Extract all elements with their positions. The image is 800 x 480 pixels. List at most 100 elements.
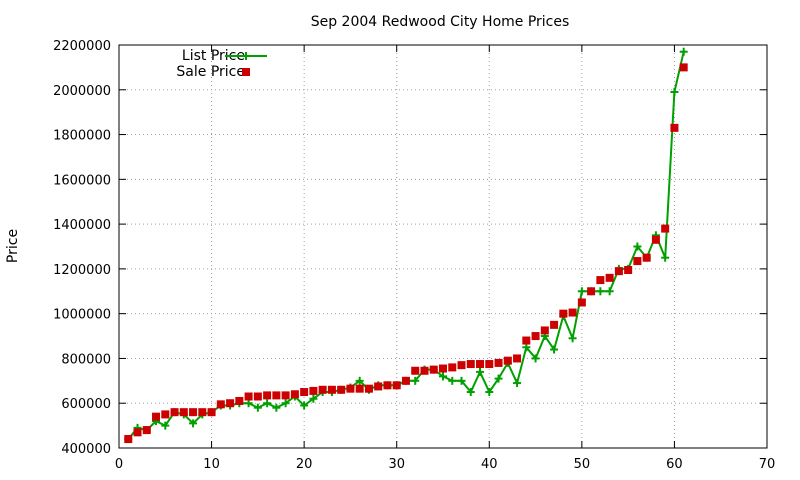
sale-price-point — [216, 400, 225, 409]
sale-price-point — [179, 408, 188, 417]
sale-price-point — [633, 257, 642, 266]
list-price-point — [309, 394, 318, 403]
sale-price-point — [513, 354, 522, 363]
sale-price-point — [337, 385, 346, 394]
sale-price-point — [596, 276, 605, 285]
sale-price-point — [587, 287, 596, 296]
sale-price-point — [346, 384, 355, 393]
list-price-point — [531, 354, 540, 363]
sale-price-point — [614, 267, 623, 276]
y-tick-label: 1000000 — [53, 308, 111, 323]
sale-price-point — [189, 408, 198, 417]
list-price-point — [494, 374, 503, 383]
sale-price-point — [161, 410, 170, 419]
sale-price-point — [198, 408, 207, 417]
sale-price-point — [568, 308, 577, 317]
list-price-point — [300, 401, 309, 410]
list-price-point — [605, 287, 614, 296]
sale-price-point — [318, 385, 327, 394]
sale-price-point — [272, 391, 281, 400]
y-tick-label: 1200000 — [53, 263, 111, 278]
y-axis-label: Price — [5, 229, 21, 263]
sale-price-point — [651, 235, 660, 244]
series — [124, 47, 688, 444]
sale-price-point — [457, 361, 466, 370]
sale-price-point — [281, 391, 290, 400]
legend-marker-sale-price — [242, 68, 250, 76]
x-tick-label: 60 — [666, 457, 683, 472]
list-price-point — [476, 367, 485, 376]
sale-price-point — [401, 376, 410, 385]
sale-price-point — [235, 396, 244, 405]
sale-price-point — [466, 360, 475, 369]
sale-price-point — [374, 382, 383, 391]
sale-price-point — [577, 298, 586, 307]
list-price-point — [448, 376, 457, 385]
sale-price-point — [429, 365, 438, 374]
list-price-point — [485, 388, 494, 397]
sale-price-point — [559, 309, 568, 318]
y-tick-label: 400000 — [61, 442, 111, 457]
y-tick-label: 800000 — [61, 352, 111, 367]
sale-price-point — [170, 408, 179, 417]
x-tick-label: 10 — [203, 457, 220, 472]
sale-price-point — [253, 392, 262, 401]
list-price-point — [568, 334, 577, 343]
sale-price-point — [670, 123, 679, 132]
sale-price-point — [364, 384, 373, 393]
sale-price-point — [327, 385, 336, 394]
sale-price-point — [355, 384, 364, 393]
sale-price-point — [485, 360, 494, 369]
list-price-point — [263, 399, 272, 408]
sale-price-point — [290, 390, 299, 399]
sale-price-point — [494, 358, 503, 367]
list-price-point — [577, 287, 586, 296]
list-price-point — [661, 253, 670, 262]
sale-price-point — [550, 320, 559, 329]
sale-price-point — [605, 273, 614, 282]
sale-price-point — [207, 408, 216, 417]
sale-price-point — [142, 426, 151, 435]
list-price-point — [550, 345, 559, 354]
sale-price-point — [661, 224, 670, 233]
sale-price-point — [476, 360, 485, 369]
x-tick-label: 70 — [759, 457, 776, 472]
list-price-point — [439, 372, 447, 381]
sale-price-point — [531, 332, 540, 341]
list-price-point — [161, 421, 170, 430]
sale-price-point — [448, 363, 457, 372]
list-price-point — [253, 403, 262, 412]
sale-price-point — [263, 391, 272, 400]
y-tick-label: 2000000 — [53, 84, 111, 99]
list-price-point — [411, 376, 420, 385]
list-price-point — [244, 399, 253, 408]
sale-price-point — [309, 386, 318, 395]
list-price-point — [242, 52, 250, 60]
list-price-point — [679, 47, 688, 56]
list-price-point — [281, 399, 290, 408]
sale-price-point — [420, 366, 429, 375]
y-tick-label: 600000 — [61, 397, 111, 412]
sale-price-point — [244, 392, 253, 401]
sale-price-point — [411, 366, 420, 375]
legend-label-list-price: List Price — [182, 48, 245, 64]
y-tick-label: 2200000 — [53, 39, 111, 54]
sale-price-point — [392, 381, 401, 390]
list-price-point — [355, 376, 364, 385]
sale-price-point — [300, 388, 309, 397]
list-price-point — [633, 242, 642, 251]
sale-price-point — [226, 399, 235, 408]
y-tick-label: 1400000 — [53, 218, 111, 233]
sale-price-point — [152, 412, 161, 421]
x-tick-label: 30 — [388, 457, 405, 472]
axis-ticks: 0 10 20 30 40 50 60 70 400000 600000 800000 1000000… — [53, 39, 775, 472]
list-price-point — [272, 403, 281, 412]
list-price-point — [457, 376, 466, 385]
sale-price-point — [383, 381, 392, 390]
y-tick-label: 1800000 — [53, 129, 111, 144]
chart-title: Sep 2004 Redwood City Home Prices — [311, 14, 570, 30]
list-price-point — [596, 287, 605, 296]
sale-price-point — [503, 356, 512, 365]
x-tick-label: 0 — [115, 457, 123, 472]
